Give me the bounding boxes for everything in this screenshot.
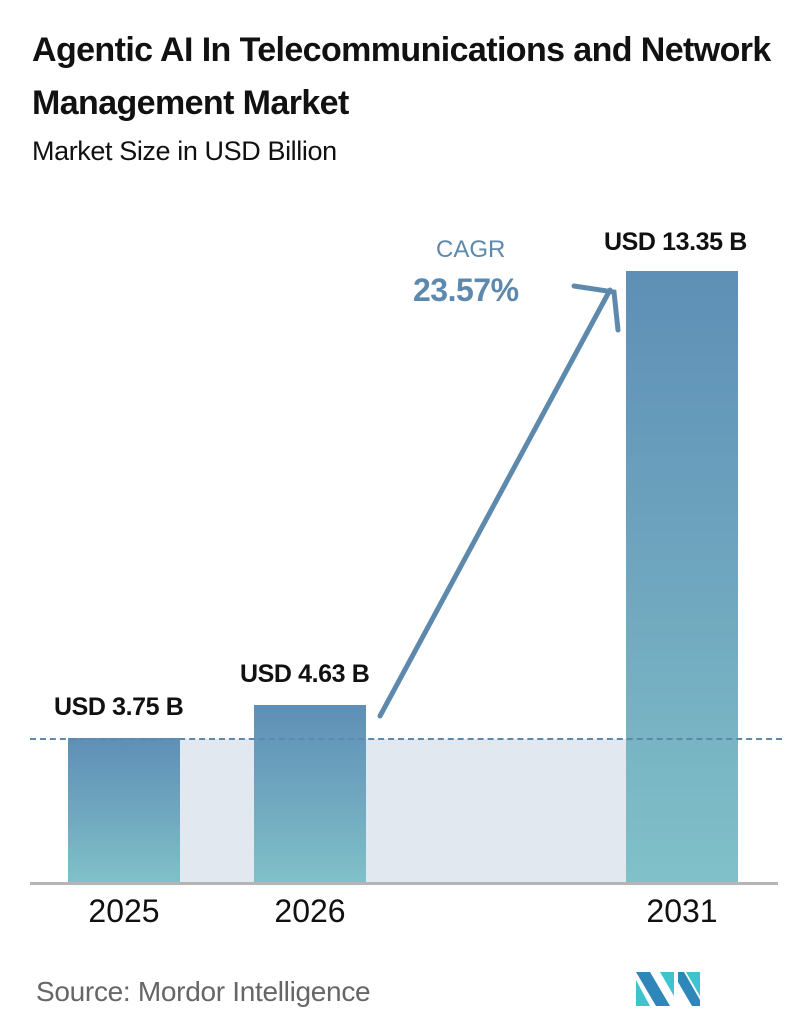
chart-subtitle: Market Size in USD Billion xyxy=(32,136,337,166)
source-text: Source: Mordor Intelligence xyxy=(36,976,371,1007)
x-tick-2031: 2031 xyxy=(646,893,718,929)
cagr-label: CAGR xyxy=(436,236,506,263)
mordor-intelligence-logo-icon xyxy=(636,972,700,1006)
bar-2025 xyxy=(68,738,180,883)
reference-dashed-line xyxy=(30,738,782,740)
bar-2031 xyxy=(626,271,738,883)
x-axis-line xyxy=(30,882,778,885)
chart-title: Agentic AI In Telecommunications and Net… xyxy=(32,31,771,122)
x-tick-2026: 2026 xyxy=(274,893,346,929)
bar-label-2031: USD 13.35 B xyxy=(604,228,747,256)
x-tick-2025: 2025 xyxy=(88,893,160,929)
cagr-value: 23.57% xyxy=(413,272,519,308)
bar-label-2025: USD 3.75 B xyxy=(54,693,184,721)
bar-label-2026: USD 4.63 B xyxy=(240,660,370,688)
bar-2026 xyxy=(254,705,366,883)
